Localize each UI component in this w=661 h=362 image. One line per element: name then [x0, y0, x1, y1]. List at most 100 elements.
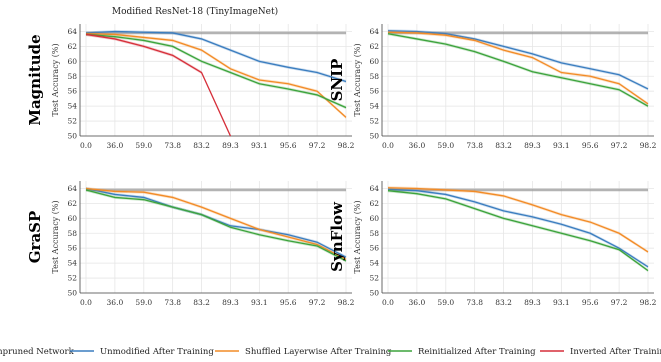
y-tick-label: 64	[67, 27, 77, 36]
y-tick-label: 50	[369, 132, 379, 141]
x-tick-label: 59.0	[437, 141, 454, 150]
y-tick-label: 64	[67, 184, 77, 193]
x-tick-label: 93.1	[251, 298, 268, 307]
x-tick-label: 83.2	[193, 141, 210, 150]
y-tick-label: 56	[67, 244, 77, 253]
series-reinitialized-after-training	[85, 32, 347, 110]
series-line	[387, 188, 649, 268]
x-tick-label: 73.8	[164, 141, 181, 150]
x-tick-label: 93.1	[251, 141, 268, 150]
series-shuffled-layerwise-after-training	[85, 32, 347, 119]
panel-label: GraSP	[26, 211, 44, 264]
y-tick-label: 54	[369, 102, 379, 111]
series-unmodified-after-training	[85, 186, 347, 259]
series-reinitialized-after-training	[85, 188, 347, 263]
series-line	[387, 31, 649, 105]
x-tick-label: 98.2	[338, 298, 355, 307]
x-tick-label: 93.1	[553, 141, 570, 150]
x-tick-label: 83.2	[495, 298, 512, 307]
x-tick-label: 59.0	[135, 298, 152, 307]
series-line	[387, 190, 649, 272]
x-tick-label: 36.0	[409, 141, 426, 150]
series-unmodified-after-training	[387, 29, 649, 91]
y-tick-label: 54	[369, 259, 379, 268]
series-line	[85, 187, 347, 260]
x-tick-label: 83.2	[193, 298, 210, 307]
y-tick-label: 64	[369, 184, 379, 193]
x-tick-label: 73.8	[164, 298, 181, 307]
y-tick-label: 56	[67, 87, 77, 96]
x-tick-label: 89.3	[222, 141, 239, 150]
series-line	[85, 33, 347, 118]
legend: Unpruned Network Unmodified After Trainin…	[0, 347, 661, 357]
legend-item-unpruned-network: Unpruned Network	[0, 347, 75, 357]
x-tick-label: 98.2	[338, 141, 355, 150]
x-tick-label: 98.2	[640, 141, 657, 150]
legend-item-unmodified-after-training: Unmodified After Training	[70, 347, 214, 357]
x-tick-label: 36.0	[107, 298, 124, 307]
panel-grasp: 50 52 54 56 58 60 62 64 0.0 36.0 59.0 73.8 83.2 89.3 9…	[26, 181, 355, 307]
series-reinitialized-after-training	[387, 32, 649, 108]
y-tick-label: 62	[67, 42, 77, 51]
x-tick-label: 0.0	[382, 298, 394, 307]
x-tick-label: 83.2	[495, 141, 512, 150]
panel-snip: 50 52 54 56 58 60 62 64 0.0 36.0 59.0 73.8 83.2 89.3 9…	[328, 24, 657, 150]
series-inverted-after-training	[85, 32, 232, 138]
y-tick-label: 52	[369, 274, 379, 283]
series-shuffled-layerwise-after-training	[85, 186, 347, 261]
y-tick-label: 50	[369, 289, 379, 298]
series-line	[85, 30, 347, 83]
y-tick-label: 60	[369, 214, 379, 223]
y-axis-label: Test Accuracy (%)	[353, 200, 362, 273]
y-tick-label: 64	[369, 27, 379, 36]
y-tick-label: 60	[67, 57, 77, 66]
y-tick-label: 58	[369, 72, 379, 81]
legend-label: Unmodified After Training	[100, 347, 214, 357]
y-tick-label: 58	[67, 229, 77, 238]
y-axis-label: Test Accuracy (%)	[51, 43, 60, 116]
series-line	[85, 33, 232, 137]
x-tick-label: 73.8	[466, 141, 483, 150]
x-tick-label: 36.0	[107, 141, 124, 150]
x-tick-label: 98.2	[640, 298, 657, 307]
figure-title: Modified ResNet-18 (TinyImageNet)	[112, 6, 278, 17]
series-line	[85, 33, 347, 109]
y-tick-label: 54	[67, 259, 77, 268]
series-band	[86, 32, 231, 138]
y-tick-label: 62	[369, 199, 379, 208]
y-tick-label: 52	[369, 117, 379, 126]
x-tick-label: 59.0	[135, 141, 152, 150]
y-tick-label: 58	[369, 229, 379, 238]
x-tick-label: 89.3	[524, 298, 541, 307]
y-tick-label: 52	[67, 274, 77, 283]
y-tick-label: 60	[67, 214, 77, 223]
series-band	[388, 32, 648, 108]
y-tick-label: 52	[67, 117, 77, 126]
legend-label: Shuffled Layerwise After Training	[245, 347, 392, 357]
series-band	[86, 188, 346, 263]
x-tick-label: 36.0	[409, 298, 426, 307]
x-tick-label: 89.3	[222, 298, 239, 307]
legend-item-reinitialized-after-training: Reinitialized After Training	[388, 347, 536, 357]
series-line	[387, 33, 649, 107]
x-tick-label: 0.0	[382, 141, 394, 150]
y-tick-label: 62	[67, 199, 77, 208]
y-tick-label: 54	[67, 102, 77, 111]
x-tick-label: 95.6	[582, 141, 599, 150]
legend-label: Unpruned Network	[0, 347, 75, 357]
legend-item-inverted-after-training: Inverted After Training	[540, 347, 661, 357]
panels: 50 52 54 56 58 60 62 64 0.0 36.0 59.0 73.8 83.2 89.3 9…	[26, 24, 657, 307]
series-line	[85, 189, 347, 262]
x-tick-label: 95.6	[280, 141, 297, 150]
x-tick-label: 97.2	[309, 141, 326, 150]
series-line	[387, 187, 649, 253]
x-tick-label: 93.1	[553, 298, 570, 307]
y-tick-label: 58	[67, 72, 77, 81]
y-axis-label: Test Accuracy (%)	[51, 200, 60, 273]
x-tick-label: 97.2	[611, 298, 628, 307]
series-shuffled-layerwise-after-training	[387, 186, 649, 254]
series-line	[85, 187, 347, 258]
y-tick-label: 56	[369, 244, 379, 253]
x-tick-label: 59.0	[437, 298, 454, 307]
